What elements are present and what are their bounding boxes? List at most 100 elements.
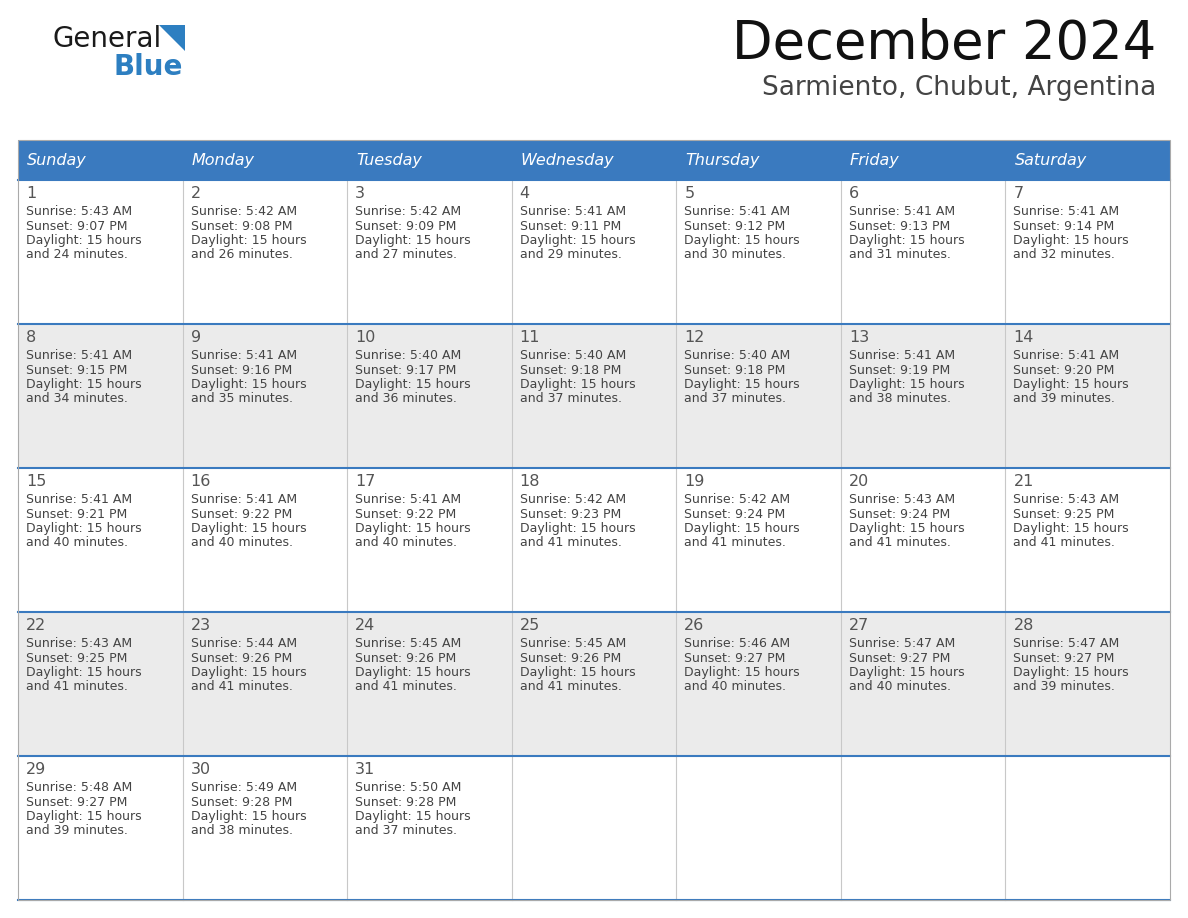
Text: Sunrise: 5:41 AM: Sunrise: 5:41 AM xyxy=(190,493,297,506)
Text: 3: 3 xyxy=(355,186,365,201)
Text: Sunrise: 5:43 AM: Sunrise: 5:43 AM xyxy=(849,493,955,506)
Text: Sunset: 9:22 PM: Sunset: 9:22 PM xyxy=(355,508,456,521)
Text: Daylight: 15 hours: Daylight: 15 hours xyxy=(849,378,965,391)
Text: Sunrise: 5:40 AM: Sunrise: 5:40 AM xyxy=(684,349,790,362)
Text: Sunrise: 5:41 AM: Sunrise: 5:41 AM xyxy=(684,205,790,218)
Text: Daylight: 15 hours: Daylight: 15 hours xyxy=(684,234,800,247)
Text: and 41 minutes.: and 41 minutes. xyxy=(519,680,621,693)
Text: Daylight: 15 hours: Daylight: 15 hours xyxy=(519,522,636,535)
Text: and 41 minutes.: and 41 minutes. xyxy=(519,536,621,550)
Text: Tuesday: Tuesday xyxy=(356,152,422,167)
Text: Sunrise: 5:47 AM: Sunrise: 5:47 AM xyxy=(1013,637,1119,650)
Text: 21: 21 xyxy=(1013,474,1034,489)
Text: Sunrise: 5:46 AM: Sunrise: 5:46 AM xyxy=(684,637,790,650)
Text: Sunrise: 5:42 AM: Sunrise: 5:42 AM xyxy=(519,493,626,506)
Text: 23: 23 xyxy=(190,618,210,633)
Text: 5: 5 xyxy=(684,186,695,201)
Text: 12: 12 xyxy=(684,330,704,345)
Text: Sunset: 9:17 PM: Sunset: 9:17 PM xyxy=(355,364,456,376)
Text: and 38 minutes.: and 38 minutes. xyxy=(849,393,950,406)
Text: and 40 minutes.: and 40 minutes. xyxy=(26,536,128,550)
Text: 8: 8 xyxy=(26,330,37,345)
Text: Sunset: 9:28 PM: Sunset: 9:28 PM xyxy=(355,796,456,809)
Text: Daylight: 15 hours: Daylight: 15 hours xyxy=(355,522,470,535)
Text: 11: 11 xyxy=(519,330,541,345)
Text: Sunrise: 5:41 AM: Sunrise: 5:41 AM xyxy=(26,349,132,362)
Text: 31: 31 xyxy=(355,762,375,777)
Text: 28: 28 xyxy=(1013,618,1034,633)
Text: and 38 minutes.: and 38 minutes. xyxy=(190,824,292,837)
Text: Daylight: 15 hours: Daylight: 15 hours xyxy=(519,234,636,247)
Text: and 40 minutes.: and 40 minutes. xyxy=(355,536,457,550)
Text: and 36 minutes.: and 36 minutes. xyxy=(355,393,457,406)
Text: Sunrise: 5:42 AM: Sunrise: 5:42 AM xyxy=(190,205,297,218)
Text: and 27 minutes.: and 27 minutes. xyxy=(355,249,457,262)
Text: Daylight: 15 hours: Daylight: 15 hours xyxy=(190,234,307,247)
Text: Daylight: 15 hours: Daylight: 15 hours xyxy=(1013,522,1129,535)
Text: and 29 minutes.: and 29 minutes. xyxy=(519,249,621,262)
Text: 25: 25 xyxy=(519,618,541,633)
Text: Daylight: 15 hours: Daylight: 15 hours xyxy=(355,666,470,679)
Text: Daylight: 15 hours: Daylight: 15 hours xyxy=(849,666,965,679)
Text: Sunset: 9:23 PM: Sunset: 9:23 PM xyxy=(519,508,621,521)
Text: Thursday: Thursday xyxy=(685,152,759,167)
Text: Sunset: 9:27 PM: Sunset: 9:27 PM xyxy=(26,796,127,809)
Text: Sunrise: 5:40 AM: Sunrise: 5:40 AM xyxy=(519,349,626,362)
Text: Sunrise: 5:43 AM: Sunrise: 5:43 AM xyxy=(26,637,132,650)
Text: and 41 minutes.: and 41 minutes. xyxy=(355,680,457,693)
Text: Sunset: 9:20 PM: Sunset: 9:20 PM xyxy=(1013,364,1114,376)
Polygon shape xyxy=(159,25,185,51)
Text: Sunset: 9:08 PM: Sunset: 9:08 PM xyxy=(190,219,292,232)
Text: 30: 30 xyxy=(190,762,210,777)
Text: 16: 16 xyxy=(190,474,211,489)
Text: Friday: Friday xyxy=(849,152,899,167)
Text: Sunset: 9:14 PM: Sunset: 9:14 PM xyxy=(1013,219,1114,232)
Text: Sunset: 9:13 PM: Sunset: 9:13 PM xyxy=(849,219,950,232)
Text: Sunrise: 5:44 AM: Sunrise: 5:44 AM xyxy=(190,637,297,650)
Text: and 41 minutes.: and 41 minutes. xyxy=(190,680,292,693)
Text: Daylight: 15 hours: Daylight: 15 hours xyxy=(190,522,307,535)
Text: and 30 minutes.: and 30 minutes. xyxy=(684,249,786,262)
Text: Sarmiento, Chubut, Argentina: Sarmiento, Chubut, Argentina xyxy=(762,75,1156,101)
Text: 9: 9 xyxy=(190,330,201,345)
Text: 22: 22 xyxy=(26,618,46,633)
Bar xyxy=(18,140,1170,900)
Text: Sunset: 9:21 PM: Sunset: 9:21 PM xyxy=(26,508,127,521)
Text: Sunrise: 5:41 AM: Sunrise: 5:41 AM xyxy=(849,349,955,362)
Text: Sunset: 9:28 PM: Sunset: 9:28 PM xyxy=(190,796,292,809)
Text: Daylight: 15 hours: Daylight: 15 hours xyxy=(190,810,307,823)
Text: 10: 10 xyxy=(355,330,375,345)
Text: and 31 minutes.: and 31 minutes. xyxy=(849,249,950,262)
Text: 24: 24 xyxy=(355,618,375,633)
Text: Sunrise: 5:40 AM: Sunrise: 5:40 AM xyxy=(355,349,461,362)
Text: Sunrise: 5:48 AM: Sunrise: 5:48 AM xyxy=(26,781,132,794)
Text: Sunrise: 5:45 AM: Sunrise: 5:45 AM xyxy=(355,637,461,650)
Text: Sunset: 9:27 PM: Sunset: 9:27 PM xyxy=(684,652,785,665)
Text: Sunset: 9:25 PM: Sunset: 9:25 PM xyxy=(1013,508,1114,521)
Bar xyxy=(18,756,1170,900)
Text: Sunrise: 5:47 AM: Sunrise: 5:47 AM xyxy=(849,637,955,650)
Text: Sunset: 9:07 PM: Sunset: 9:07 PM xyxy=(26,219,127,232)
Text: Daylight: 15 hours: Daylight: 15 hours xyxy=(190,666,307,679)
Text: Sunset: 9:09 PM: Sunset: 9:09 PM xyxy=(355,219,456,232)
Text: Sunset: 9:24 PM: Sunset: 9:24 PM xyxy=(849,508,950,521)
Text: and 41 minutes.: and 41 minutes. xyxy=(849,536,950,550)
Text: Sunset: 9:19 PM: Sunset: 9:19 PM xyxy=(849,364,950,376)
Text: General: General xyxy=(52,25,162,53)
Text: Daylight: 15 hours: Daylight: 15 hours xyxy=(355,234,470,247)
Text: and 39 minutes.: and 39 minutes. xyxy=(1013,680,1116,693)
Text: Sunset: 9:27 PM: Sunset: 9:27 PM xyxy=(1013,652,1114,665)
Text: 15: 15 xyxy=(26,474,46,489)
Text: Wednesday: Wednesday xyxy=(520,152,614,167)
Bar xyxy=(18,612,1170,756)
Text: 6: 6 xyxy=(849,186,859,201)
Text: Saturday: Saturday xyxy=(1015,152,1087,167)
Text: Daylight: 15 hours: Daylight: 15 hours xyxy=(190,378,307,391)
Text: and 41 minutes.: and 41 minutes. xyxy=(684,536,786,550)
Text: 7: 7 xyxy=(1013,186,1024,201)
Text: 27: 27 xyxy=(849,618,870,633)
Text: 2: 2 xyxy=(190,186,201,201)
Text: and 37 minutes.: and 37 minutes. xyxy=(684,393,786,406)
Text: Sunset: 9:26 PM: Sunset: 9:26 PM xyxy=(519,652,621,665)
Text: December 2024: December 2024 xyxy=(732,18,1156,70)
